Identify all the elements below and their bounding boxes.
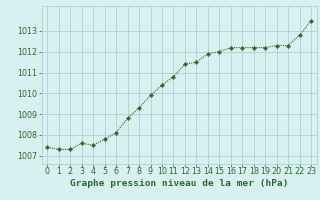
X-axis label: Graphe pression niveau de la mer (hPa): Graphe pression niveau de la mer (hPa) (70, 179, 288, 188)
